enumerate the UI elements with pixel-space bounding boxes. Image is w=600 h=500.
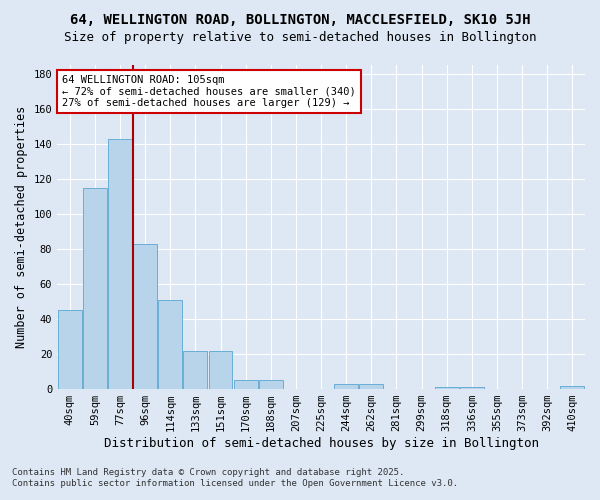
Bar	[359, 384, 383, 389]
Bar	[58, 310, 82, 389]
Text: 64, WELLINGTON ROAD, BOLLINGTON, MACCLESFIELD, SK10 5JH: 64, WELLINGTON ROAD, BOLLINGTON, MACCLES…	[70, 12, 530, 26]
Bar	[158, 300, 182, 389]
Bar	[133, 244, 157, 389]
Bar	[259, 380, 283, 389]
Text: Size of property relative to semi-detached houses in Bollington: Size of property relative to semi-detach…	[64, 31, 536, 44]
Bar	[435, 388, 458, 389]
Bar	[83, 188, 107, 389]
Y-axis label: Number of semi-detached properties: Number of semi-detached properties	[15, 106, 28, 348]
Bar	[209, 350, 232, 389]
Bar	[460, 388, 484, 389]
Text: Contains HM Land Registry data © Crown copyright and database right 2025.
Contai: Contains HM Land Registry data © Crown c…	[12, 468, 458, 487]
Bar	[234, 380, 257, 389]
Bar	[560, 386, 584, 389]
X-axis label: Distribution of semi-detached houses by size in Bollington: Distribution of semi-detached houses by …	[104, 437, 539, 450]
Bar	[184, 350, 208, 389]
Bar	[108, 138, 132, 389]
Text: 64 WELLINGTON ROAD: 105sqm
← 72% of semi-detached houses are smaller (340)
27% o: 64 WELLINGTON ROAD: 105sqm ← 72% of semi…	[62, 74, 356, 108]
Bar	[334, 384, 358, 389]
